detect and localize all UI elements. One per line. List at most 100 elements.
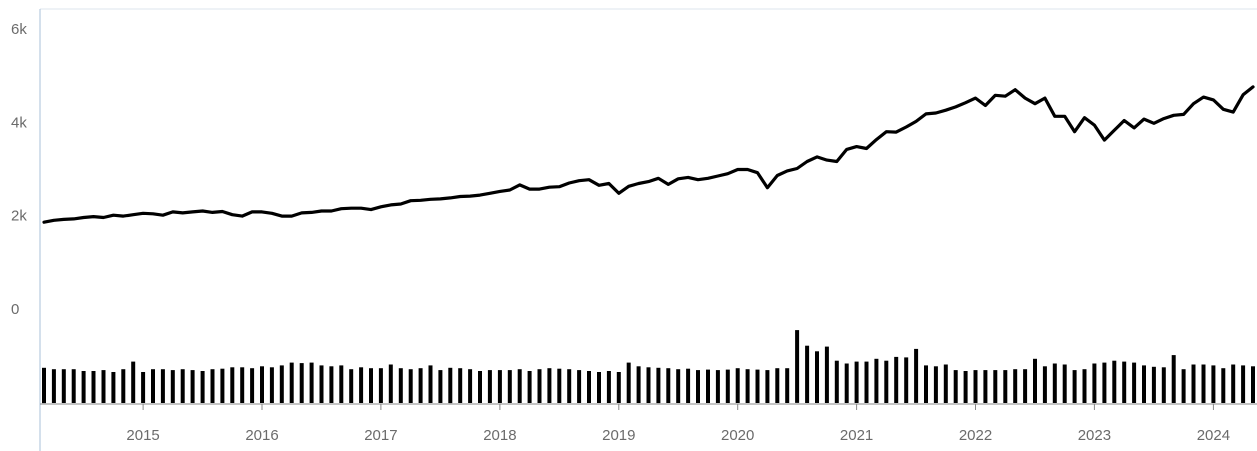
volume-bar bbox=[824, 346, 829, 403]
volume-bar bbox=[260, 366, 264, 403]
volume-bar bbox=[1201, 364, 1206, 403]
volume-bar bbox=[775, 368, 780, 403]
volume-bar bbox=[963, 371, 968, 403]
volume-bar bbox=[597, 372, 601, 403]
volume-bar bbox=[745, 369, 750, 403]
x-tick-label: 2018 bbox=[483, 427, 516, 444]
volume-bar bbox=[299, 363, 304, 403]
volume-bar bbox=[1161, 367, 1166, 403]
volume-bar bbox=[725, 369, 730, 403]
volume-bar bbox=[250, 368, 255, 403]
volume-bar bbox=[834, 360, 839, 403]
volume-bar bbox=[468, 369, 473, 403]
volume-bar bbox=[289, 362, 294, 403]
volume-bar bbox=[1052, 363, 1057, 403]
price-line bbox=[42, 85, 1255, 224]
volume-bar bbox=[101, 370, 106, 403]
volume-bar bbox=[388, 364, 393, 403]
y-axis-ticks: 6k 4k 2k 0 bbox=[11, 21, 27, 318]
volume-bar bbox=[1062, 364, 1067, 403]
volume-bar bbox=[51, 369, 56, 403]
volume-bar bbox=[448, 367, 453, 404]
volume-bar bbox=[438, 370, 443, 403]
volume-bar bbox=[329, 366, 334, 403]
volume-bar bbox=[1211, 365, 1216, 403]
volume-bar bbox=[854, 361, 859, 403]
volume-bar bbox=[666, 368, 671, 403]
volume-bar bbox=[1251, 366, 1255, 403]
volume-bar bbox=[1082, 369, 1087, 403]
volume-bar bbox=[537, 369, 542, 403]
volume-bar bbox=[696, 370, 700, 403]
volume-bar bbox=[170, 370, 175, 403]
x-tick-label: 2024 bbox=[1197, 427, 1230, 444]
volume-bar bbox=[606, 371, 611, 403]
volume-bar bbox=[1231, 364, 1236, 403]
volume-bar bbox=[1132, 362, 1137, 403]
volume-bar bbox=[111, 372, 116, 403]
y-tick-label: 2k bbox=[11, 208, 27, 225]
volume-bar bbox=[894, 356, 899, 403]
volume-bar bbox=[398, 368, 403, 403]
volume-bar bbox=[844, 363, 849, 403]
volume-bar bbox=[1033, 358, 1037, 403]
volume-bar bbox=[131, 361, 136, 403]
volume-bar bbox=[428, 365, 433, 403]
x-tick-label: 2017 bbox=[364, 427, 397, 444]
volume-bar bbox=[815, 351, 819, 403]
volume-bar bbox=[408, 369, 413, 403]
volume-bar bbox=[1102, 362, 1107, 403]
volume-bar bbox=[993, 370, 998, 403]
volume-bar bbox=[210, 369, 215, 403]
volume-bar bbox=[349, 369, 354, 403]
volume-bar bbox=[81, 371, 86, 403]
volume-bar bbox=[904, 357, 909, 403]
volume-bar bbox=[1171, 355, 1176, 403]
x-tick-label: 2020 bbox=[721, 427, 754, 444]
volume-bar bbox=[378, 368, 383, 403]
x-tick-label: 2023 bbox=[1078, 427, 1111, 444]
y-tick-label: 4k bbox=[11, 114, 27, 131]
volume-bar bbox=[924, 365, 928, 403]
volume-bar bbox=[121, 369, 126, 403]
volume-bar bbox=[686, 368, 691, 403]
volume-bar bbox=[874, 358, 879, 403]
volume-bar bbox=[656, 367, 661, 404]
volume-bar bbox=[230, 367, 235, 403]
volume-bar bbox=[151, 369, 155, 403]
y-tick-label: 0 bbox=[11, 301, 19, 318]
volume-bar bbox=[983, 370, 988, 403]
volume-bar bbox=[1112, 360, 1117, 403]
volume-bar bbox=[91, 371, 96, 403]
volume-bar bbox=[636, 366, 641, 403]
volume-bar bbox=[517, 369, 522, 403]
volume-bar bbox=[1042, 366, 1047, 403]
volume-bar bbox=[487, 370, 492, 403]
volume-bar bbox=[616, 372, 621, 403]
volume-bar bbox=[497, 370, 502, 403]
volume-bar bbox=[61, 369, 66, 403]
x-tick-label: 2015 bbox=[126, 427, 159, 444]
volume-bar bbox=[42, 367, 46, 404]
x-tick-label: 2021 bbox=[840, 427, 873, 444]
volume-bar bbox=[1151, 366, 1156, 403]
volume-bar bbox=[884, 360, 889, 403]
volume-bar bbox=[418, 368, 423, 403]
volume-bar bbox=[626, 362, 631, 403]
volume-bars bbox=[42, 330, 1255, 404]
volume-bar bbox=[190, 370, 195, 403]
volume-bar bbox=[1092, 363, 1097, 403]
volume-bar bbox=[478, 371, 482, 403]
volume-bar bbox=[1191, 364, 1196, 403]
volume-bar bbox=[1013, 369, 1018, 403]
volume-bar bbox=[309, 362, 314, 403]
x-axis-ticks: 2015 2016 2017 2018 2019 2020 2021 2022 2023 2024 bbox=[126, 404, 1230, 444]
volume-bar bbox=[1023, 369, 1028, 403]
volume-bar bbox=[339, 365, 344, 403]
volume-bar bbox=[567, 369, 572, 403]
volume-bar bbox=[973, 370, 978, 403]
volume-bar bbox=[755, 369, 760, 403]
x-tick-label: 2022 bbox=[959, 427, 992, 444]
volume-bar bbox=[735, 368, 740, 403]
